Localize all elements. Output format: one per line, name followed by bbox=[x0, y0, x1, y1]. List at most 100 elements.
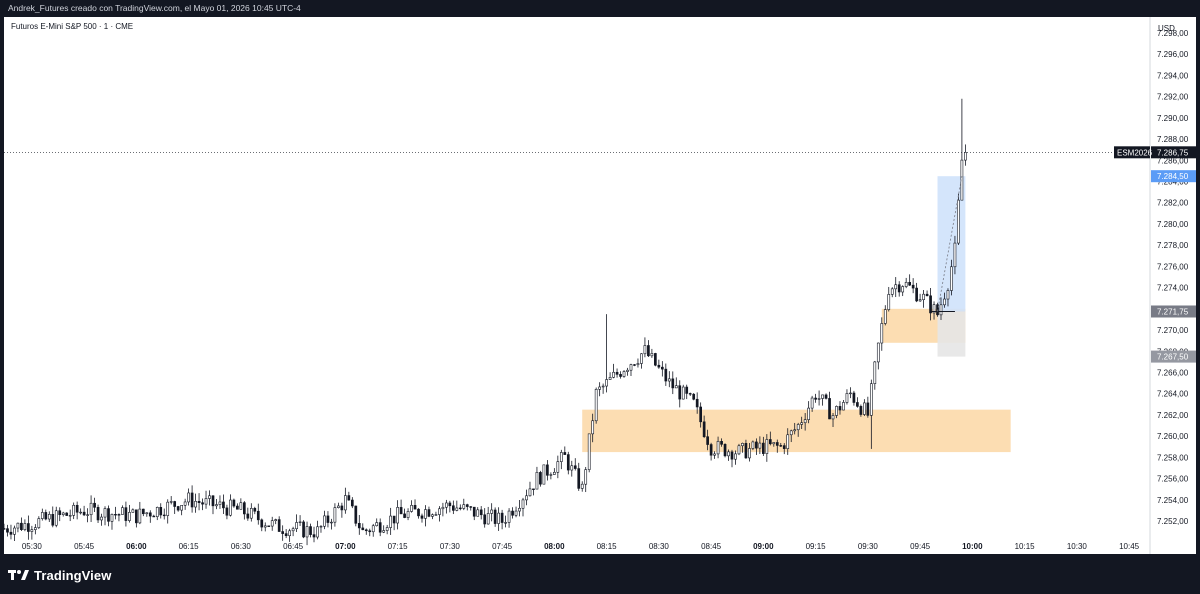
candle-body bbox=[96, 507, 100, 521]
candle-body bbox=[587, 433, 591, 470]
candle-body bbox=[20, 522, 23, 530]
price-tick-label: 7.294,00 bbox=[1157, 71, 1189, 80]
time-axis[interactable]: 05:30 05:45 06:00 06:15 06:30 06:45 07:00 07:15… bbox=[22, 542, 1140, 551]
candle-body bbox=[103, 508, 107, 518]
candle-body bbox=[65, 512, 69, 516]
price-tick-label: 7.296,00 bbox=[1157, 50, 1189, 59]
candle-body bbox=[323, 515, 326, 527]
candle-body bbox=[215, 504, 218, 507]
candle-body bbox=[434, 514, 438, 516]
price-axis[interactable]: 7.252,00 7.254,00 7.256,00 7.258,00 7.260,00… bbox=[1157, 29, 1189, 526]
candle-body bbox=[845, 393, 849, 403]
candle-body bbox=[866, 402, 870, 416]
candle-body bbox=[692, 393, 696, 400]
candle-body bbox=[897, 284, 901, 293]
time-tick-label: 10:30 bbox=[1067, 542, 1088, 551]
candle-body bbox=[145, 512, 149, 515]
candle-body bbox=[277, 519, 281, 532]
candle-body bbox=[389, 515, 392, 528]
price-tick-label: 7.282,00 bbox=[1157, 199, 1189, 208]
candle-body bbox=[6, 528, 9, 533]
candle-body bbox=[458, 507, 462, 510]
candle-body bbox=[243, 502, 246, 515]
candle-body bbox=[124, 507, 128, 521]
candle-body bbox=[803, 419, 807, 424]
candle-body bbox=[643, 345, 647, 355]
candle-body bbox=[225, 507, 229, 516]
candle-body bbox=[908, 282, 911, 286]
candle-body bbox=[640, 353, 643, 364]
candle-body bbox=[371, 525, 375, 533]
candle-body bbox=[619, 374, 622, 377]
candle-body bbox=[838, 406, 842, 411]
candle-body bbox=[152, 515, 156, 518]
price-tick-label: 7.256,00 bbox=[1157, 475, 1189, 484]
candle-body bbox=[786, 434, 790, 449]
candle-body bbox=[535, 472, 539, 490]
candle-body bbox=[100, 516, 103, 521]
candle-body bbox=[608, 377, 612, 380]
candle-body bbox=[368, 530, 372, 533]
time-tick-label: 06:15 bbox=[179, 542, 200, 551]
candle-body bbox=[842, 402, 845, 411]
last-price-label: 7.286,75 bbox=[1157, 148, 1189, 157]
candle-body bbox=[883, 309, 887, 324]
candle-body bbox=[570, 465, 574, 471]
candle-body bbox=[594, 389, 598, 422]
candle-body bbox=[591, 420, 595, 435]
candle-body bbox=[4, 528, 6, 530]
candle-body bbox=[27, 523, 30, 532]
candle-body bbox=[298, 521, 302, 524]
candle-body bbox=[309, 526, 312, 535]
trade-path-line bbox=[937, 176, 963, 312]
candle-body bbox=[852, 392, 856, 403]
candle-body bbox=[532, 488, 535, 490]
candle-body bbox=[208, 495, 211, 499]
candle-body bbox=[445, 502, 448, 508]
candle-body bbox=[476, 509, 480, 517]
candle-body bbox=[253, 508, 257, 512]
candle-body bbox=[465, 504, 469, 507]
candle-body bbox=[929, 295, 932, 314]
time-tick-label: 08:30 bbox=[649, 542, 670, 551]
candle-body bbox=[47, 514, 51, 520]
candle-body bbox=[807, 407, 810, 420]
candle-body bbox=[249, 508, 253, 519]
candle-body bbox=[378, 522, 382, 533]
candle-body bbox=[810, 397, 814, 409]
candle-body bbox=[755, 441, 758, 449]
candle-body bbox=[267, 525, 271, 527]
candle-body bbox=[392, 515, 396, 524]
candle-body bbox=[716, 441, 720, 455]
candle-body bbox=[333, 507, 337, 523]
price-tick-label: 7.280,00 bbox=[1157, 220, 1189, 229]
candle-body bbox=[410, 505, 413, 512]
time-tick-label: 10:45 bbox=[1119, 542, 1140, 551]
candle-body bbox=[678, 385, 682, 400]
chart-title: Futuros E-Mini S&P 500 · 1 · CME bbox=[11, 22, 133, 31]
candle-body bbox=[904, 282, 908, 287]
candle-body bbox=[821, 394, 824, 399]
candle-body bbox=[93, 502, 96, 508]
candle-body bbox=[789, 430, 793, 436]
candle-body bbox=[396, 507, 399, 524]
candle-body bbox=[490, 509, 494, 514]
candle-body bbox=[107, 508, 110, 522]
candle-body bbox=[695, 398, 699, 408]
tradingview-brand: TradingView bbox=[34, 567, 112, 583]
time-tick-label: 10:00 bbox=[962, 542, 983, 551]
candle-body bbox=[58, 510, 62, 515]
candle-body bbox=[650, 353, 654, 357]
candle-body bbox=[337, 505, 340, 508]
price-labels-layer: 7.286,75 ESM2026 7.284,50 7.271,75 7.267,50 bbox=[1114, 146, 1196, 363]
candle-body bbox=[135, 509, 138, 524]
candle-body bbox=[734, 453, 737, 460]
candle-body bbox=[657, 364, 661, 368]
candlestick-chart[interactable]: Futuros E-Mini S&P 500 · 1 · CME 7.252,0… bbox=[4, 17, 1196, 554]
candle-body bbox=[727, 451, 730, 457]
chart-panel[interactable]: Futuros E-Mini S&P 500 · 1 · CME 7.252,0… bbox=[4, 17, 1196, 554]
candle-body bbox=[382, 530, 386, 533]
price-tick-label: 7.254,00 bbox=[1157, 496, 1189, 505]
candle-body bbox=[37, 518, 41, 528]
